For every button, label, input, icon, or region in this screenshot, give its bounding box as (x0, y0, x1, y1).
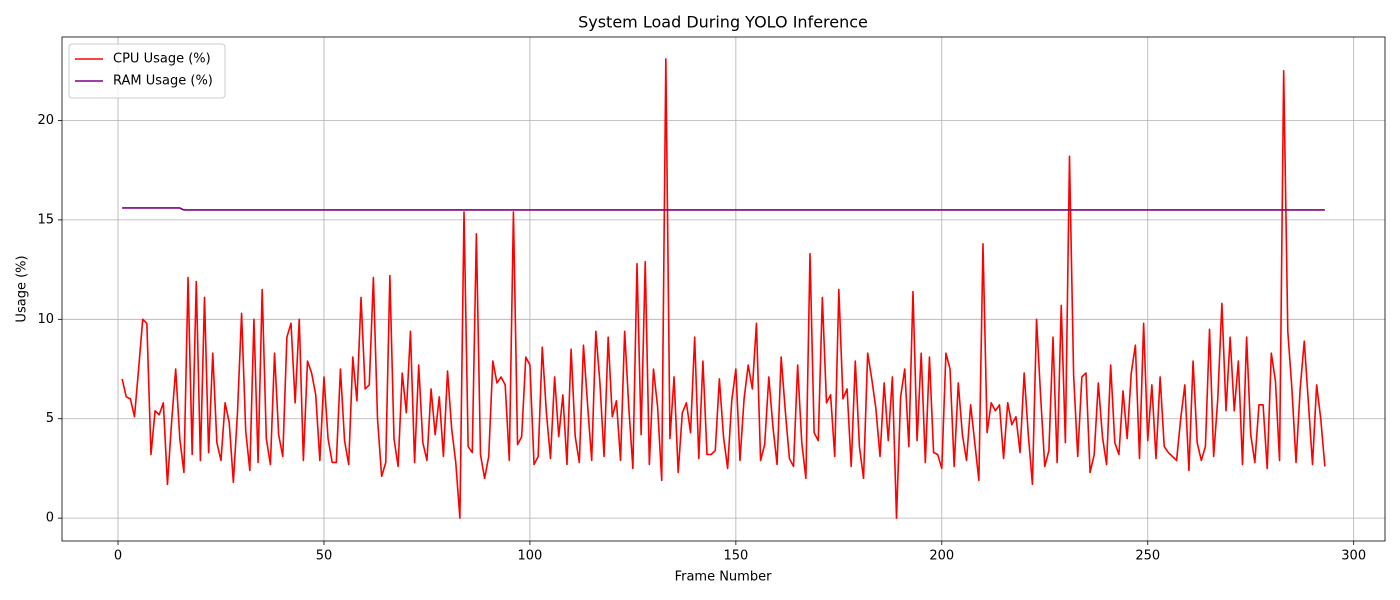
plot-frame (61, 36, 1386, 542)
x-tick-label: 150 (723, 549, 748, 564)
legend-box (68, 43, 226, 99)
y-tick-label: 20 (37, 113, 54, 128)
legend-label: RAM Usage (%) (113, 74, 213, 89)
data-line (122, 207, 1325, 211)
y-tick-label: 5 (46, 411, 54, 426)
legend-label: CPU Usage (%) (113, 52, 211, 67)
x-tick-label: 0 (114, 549, 122, 564)
y-axis-label: Usage (%) (15, 255, 30, 322)
x-tick-label: 250 (1135, 549, 1160, 564)
x-tick-label: 200 (929, 549, 954, 564)
x-tick-label: 100 (517, 549, 542, 564)
data-line (121, 58, 1326, 519)
x-tick-label: 50 (316, 549, 333, 564)
y-tick-label: 15 (37, 212, 54, 227)
chart-title: System Load During YOLO Inference (578, 13, 868, 32)
x-tick-label: 300 (1341, 549, 1366, 564)
x-axis-label: Frame Number (675, 570, 773, 585)
y-tick-label: 0 (46, 511, 54, 526)
y-tick-label: 10 (37, 312, 54, 327)
legend: CPU Usage (%) RAM Usage (%) (68, 43, 226, 99)
